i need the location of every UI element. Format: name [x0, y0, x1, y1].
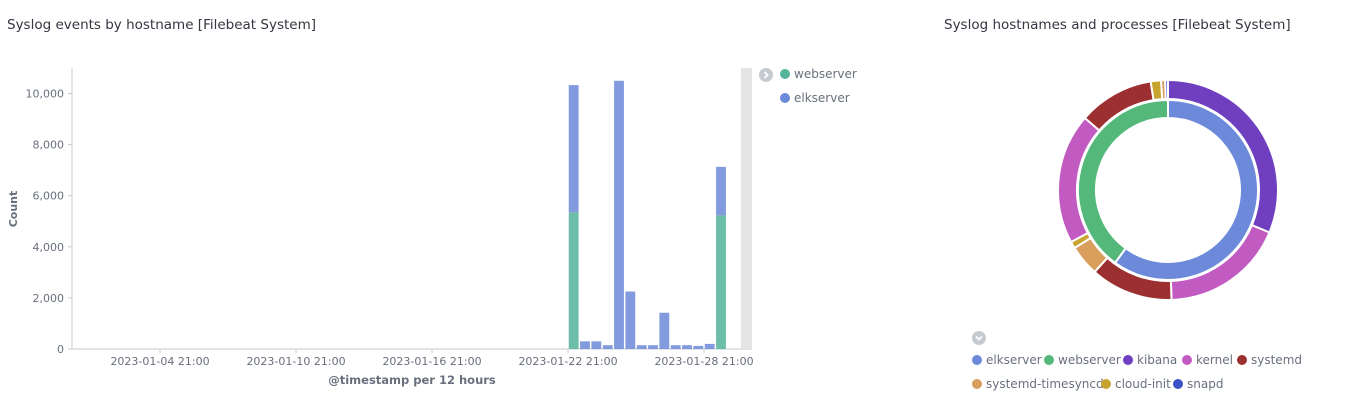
legend-label: systemd-timesyncd	[986, 377, 1104, 391]
bar-elkserver[interactable]	[659, 312, 670, 349]
syslog-hostnames-panel: Syslog hostnames and processes [Filebeat…	[900, 0, 1366, 409]
legend-dot	[1044, 355, 1054, 365]
x-tick-label: 2023-01-16 21:00	[382, 355, 481, 368]
syslog-events-panel: Syslog events by hostname [Filebeat Syst…	[7, 17, 857, 387]
bar-elkserver[interactable]	[580, 341, 590, 349]
y-axis: 0 2,000 4,000 6,000 8,000 10,000	[26, 68, 73, 356]
x-axis-label: @timestamp per 12 hours	[328, 373, 496, 387]
partial-bucket-shade	[741, 68, 752, 349]
legend-item-webserver[interactable]: webserver	[1044, 353, 1121, 367]
legend-item-systemd-timesyncd[interactable]: systemd-timesyncd	[972, 377, 1104, 391]
bar-elkserver[interactable]	[670, 345, 681, 349]
x-tick-label: 2023-01-04 21:00	[110, 355, 209, 368]
legend-toggle-button[interactable]	[972, 331, 986, 345]
legend-label: webserver	[794, 67, 857, 81]
slice-snapd[interactable]	[1164, 78, 1169, 101]
legend-dot	[972, 379, 982, 389]
x-tick-label: 2023-01-10 21:00	[246, 355, 345, 368]
legend-dot	[1182, 355, 1192, 365]
legend-dot	[972, 355, 982, 365]
legend-item-elkserver[interactable]: elkserver	[780, 91, 850, 105]
y-tick-label: 0	[57, 343, 64, 356]
legend-dot	[1123, 355, 1133, 365]
bar-elkserver[interactable]	[716, 166, 726, 216]
legend-dot	[780, 93, 790, 103]
chevron-right-icon	[763, 71, 769, 79]
x-axis: 2023-01-04 21:00 2023-01-10 21:00 2023-01-…	[72, 348, 754, 368]
bar-elkserver[interactable]	[704, 343, 715, 349]
bar-elkserver[interactable]	[636, 345, 647, 349]
legend-dot	[780, 69, 790, 79]
y-tick-label: 10,000	[26, 88, 65, 101]
legend-label: kernel	[1196, 353, 1233, 367]
legend-item-webserver[interactable]: webserver	[780, 67, 857, 81]
legend-label: snapd	[1187, 377, 1224, 391]
legend-label: systemd	[1251, 353, 1302, 367]
bar-elkserver[interactable]	[568, 85, 579, 213]
donut-chart	[1057, 78, 1279, 301]
y-tick-label: 2,000	[33, 292, 65, 305]
legend-item-kernel[interactable]: kernel	[1182, 353, 1233, 367]
x-tick-label: 2023-01-28 21:00	[654, 355, 753, 368]
y-tick-label: 6,000	[33, 190, 65, 203]
legend-item-elkserver[interactable]: elkserver	[972, 353, 1042, 367]
y-axis-label: Count	[7, 191, 20, 228]
legend-label: kibana	[1137, 353, 1178, 367]
bars	[568, 68, 752, 349]
legend-label: cloud-init	[1115, 377, 1171, 391]
chevron-down-icon	[975, 335, 983, 341]
panel-title: Syslog hostnames and processes [Filebeat…	[944, 17, 1291, 33]
legend-item-systemd[interactable]: systemd	[1237, 353, 1302, 367]
legend-label: elkserver	[794, 91, 850, 105]
legend-item-snapd[interactable]: snapd	[1173, 377, 1223, 391]
bar-elkserver[interactable]	[602, 345, 613, 349]
y-tick-label: 4,000	[33, 241, 65, 254]
legend-dot	[1237, 355, 1247, 365]
bar-elkserver[interactable]	[693, 345, 704, 349]
legend-label: elkserver	[986, 353, 1042, 367]
legend-dot	[1173, 379, 1183, 389]
bar-webserver[interactable]	[568, 212, 579, 349]
legend-toggle-button[interactable]	[759, 68, 773, 82]
panel-title: Syslog events by hostname [Filebeat Syst…	[7, 17, 317, 33]
x-tick-label: 2023-01-22 21:00	[518, 355, 617, 368]
donut-slices	[1057, 78, 1279, 301]
bar-elkserver[interactable]	[682, 345, 692, 349]
bar-elkserver[interactable]	[614, 80, 624, 349]
bar-elkserver[interactable]	[625, 291, 636, 349]
bar-chart: 0 2,000 4,000 6,000 8,000 10,000 2023-01-04 2…	[7, 68, 754, 387]
legend-dot	[1101, 379, 1111, 389]
legend-label: webserver	[1058, 353, 1121, 367]
bar-webserver[interactable]	[716, 215, 726, 349]
legend-item-kibana[interactable]: kibana	[1123, 353, 1177, 367]
legend-item-cloud-init[interactable]: cloud-init	[1101, 377, 1171, 391]
bar-elkserver[interactable]	[648, 345, 658, 349]
bar-elkserver[interactable]	[591, 341, 602, 349]
y-tick-label: 8,000	[33, 139, 65, 152]
slice-webserver[interactable]	[1077, 98, 1169, 265]
